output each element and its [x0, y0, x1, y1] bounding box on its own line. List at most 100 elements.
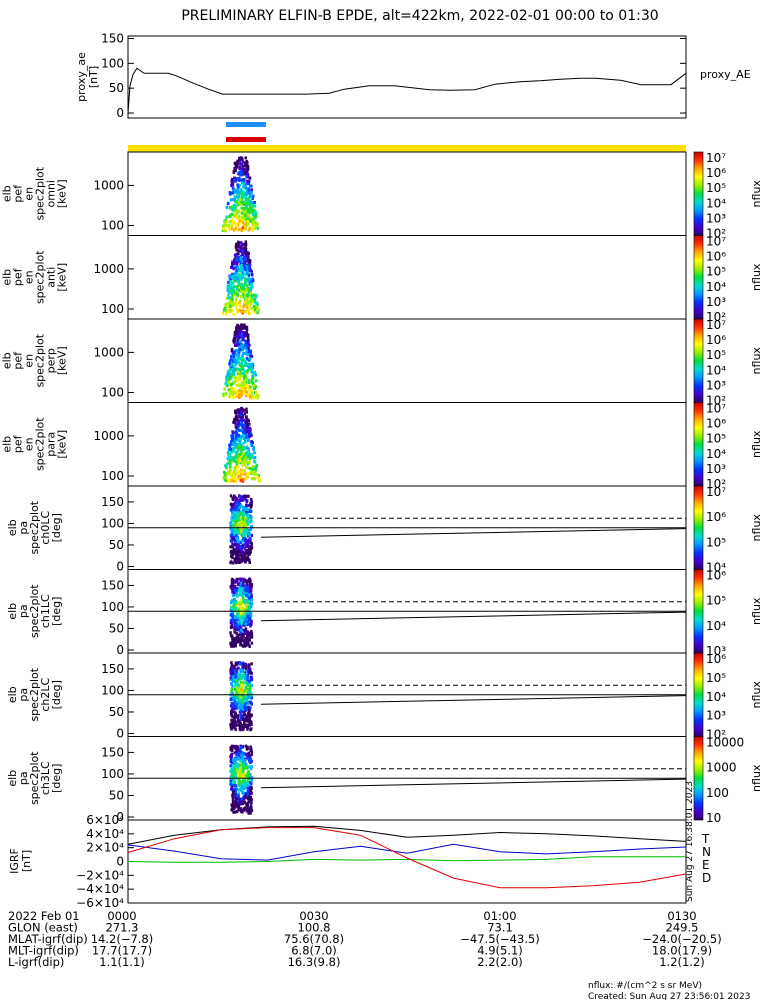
flux-cell — [229, 219, 232, 223]
flux-cell — [248, 298, 251, 302]
flux-cell — [244, 599, 248, 602]
field-component-label: E — [702, 858, 710, 872]
flux-cell — [235, 462, 239, 466]
panel-ytick-label: 0 — [116, 643, 124, 657]
flux-cell — [232, 598, 236, 602]
flux-cell — [232, 550, 236, 553]
flux-cell — [233, 188, 237, 192]
flux-cell — [241, 508, 245, 512]
flux-cell — [230, 276, 234, 279]
flux-cell — [242, 511, 245, 515]
flux-cell — [232, 213, 235, 216]
flux-cell — [249, 694, 252, 698]
colorbar-label: nflux — [750, 514, 763, 542]
flux-cell — [247, 304, 250, 307]
flux-cell — [235, 215, 238, 219]
flux-cell — [251, 362, 254, 366]
flux-cell — [255, 294, 258, 297]
flux-cell — [232, 508, 236, 512]
flux-cell — [233, 195, 237, 199]
flux-cell — [243, 677, 247, 681]
flux-cell — [247, 196, 251, 199]
flux-cell — [238, 698, 241, 702]
flux-cell — [244, 455, 248, 459]
footer-row-value: 1.1(1.1) — [99, 955, 145, 969]
flux-cell — [239, 246, 243, 250]
flux-cell — [227, 293, 230, 297]
flux-cell — [236, 719, 240, 723]
flux-cell — [242, 507, 245, 510]
flux-cell — [230, 212, 234, 216]
panel-ylabel-line: spec2plot — [28, 584, 41, 638]
flux-cell — [256, 311, 259, 315]
flux-cell — [230, 300, 234, 304]
flux-cell — [229, 473, 232, 477]
flux-cell — [246, 344, 249, 348]
flux-cell — [241, 416, 244, 420]
flux-cell — [237, 410, 241, 414]
flux-cell — [240, 623, 243, 627]
flux-cell — [250, 778, 254, 782]
flux-cell — [238, 183, 241, 187]
flux-cell — [241, 160, 245, 164]
flux-cell — [242, 792, 245, 796]
flux-cell — [237, 633, 241, 637]
flux-cell — [231, 726, 234, 730]
flux-cell — [235, 553, 238, 557]
flux-cell — [246, 278, 250, 282]
flux-cell — [247, 709, 251, 713]
flux-cell — [241, 767, 244, 771]
colorbar — [693, 151, 704, 236]
flux-cell — [243, 246, 246, 250]
flux-cell — [230, 808, 233, 812]
flux-cell — [230, 770, 234, 774]
flux-cell — [233, 771, 236, 775]
flux-cell — [234, 661, 238, 665]
flux-cell — [231, 217, 234, 221]
panel-ylabel-line: [deg] — [50, 764, 63, 793]
flux-cell — [251, 366, 255, 370]
flux-cell — [237, 428, 241, 432]
flux-cell — [237, 543, 240, 547]
flux-cell — [244, 339, 247, 343]
flux-cell — [248, 282, 252, 286]
flux-cell — [248, 548, 251, 551]
flux-cell — [236, 694, 240, 698]
flux-cell — [242, 611, 245, 615]
flux-cell — [238, 203, 241, 206]
flux-cell — [240, 633, 243, 637]
colorbar-tick-label: 1000 — [706, 761, 737, 775]
flux-cell — [244, 161, 247, 165]
flux-cell — [233, 391, 237, 395]
flux-cell — [237, 803, 241, 807]
flux-cell — [245, 494, 248, 498]
flux-cell — [242, 382, 246, 386]
flux-cell — [239, 249, 242, 253]
flux-cell — [251, 285, 254, 289]
flux-cell — [235, 688, 238, 692]
flux-cell — [239, 299, 242, 303]
flux-cell — [233, 716, 236, 720]
flux-cell — [242, 454, 246, 458]
flux-cell — [249, 795, 253, 799]
flux-cell — [228, 443, 231, 447]
flux-cell — [246, 209, 249, 213]
flux-cell — [233, 441, 237, 445]
flux-cell — [236, 284, 240, 288]
flux-cell — [249, 280, 252, 284]
flux-cell — [231, 715, 234, 719]
flux-cell — [246, 745, 249, 749]
flux-cell — [231, 447, 234, 451]
panel-ylabel-line: elb — [6, 770, 19, 787]
flux-cell — [243, 721, 246, 725]
flux-cell — [238, 179, 241, 182]
flux-cell — [233, 699, 237, 703]
panel-frame — [127, 318, 687, 403]
flux-cell — [249, 675, 253, 679]
flux-cell — [247, 447, 250, 451]
flux-cell — [242, 807, 246, 811]
flux-cell — [240, 243, 244, 247]
flux-cell — [229, 462, 232, 466]
panel-ylabel-line: en — [23, 270, 36, 284]
flux-cell — [245, 690, 249, 694]
